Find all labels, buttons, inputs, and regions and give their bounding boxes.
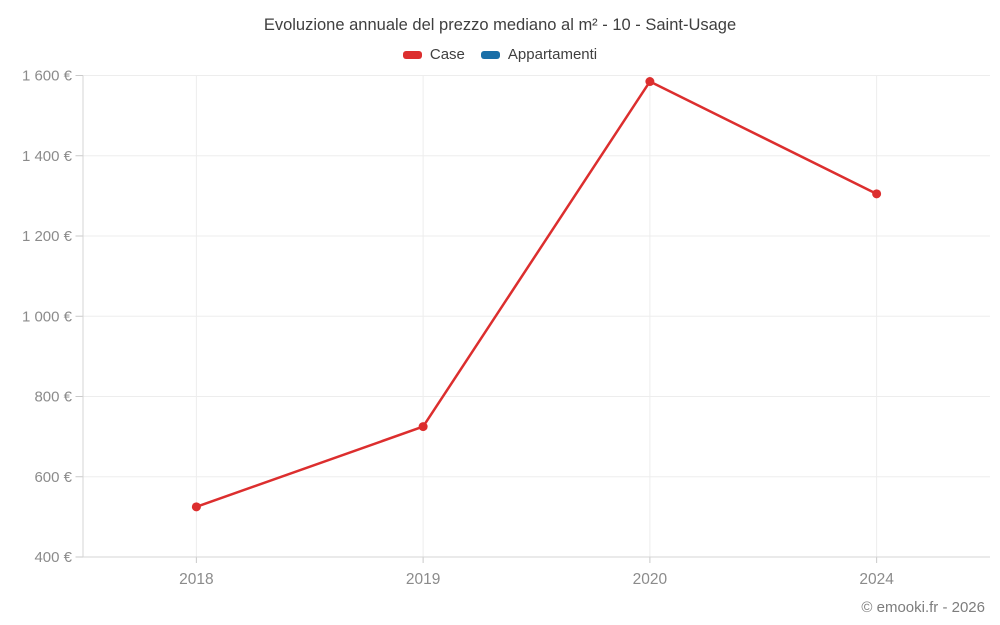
y-axis-label: 400 € [34,549,72,566]
y-axis-label: 800 € [34,389,72,406]
legend-item-case[interactable]: Case [402,46,465,63]
chart-title: Evoluzione annuale del prezzo mediano al… [263,16,737,34]
copyright-watermark: © emooki.fr - 2026 [861,599,985,616]
case-data-point-2020[interactable] [645,77,655,87]
case-data-point-2018[interactable] [191,502,201,512]
y-axis-label: 1 000 € [22,308,73,325]
legend-label-case: Case [429,46,465,63]
appartamenti-series-swatch-icon [480,50,500,59]
x-axis-label: 2024 [859,571,894,588]
case-data-point-2019[interactable] [418,422,428,432]
y-axis-label: 1 400 € [22,148,73,165]
chart-legend: Case Appartamenti [0,46,1000,63]
y-axis-label: 600 € [34,469,72,486]
case-series-line [195,80,878,509]
y-axis-label: 1 200 € [22,228,73,245]
x-axis-label: 2018 [179,571,213,588]
case-series-swatch-icon [402,50,422,59]
legend-label-appartamenti: Appartamenti [507,46,598,63]
legend-item-appartamenti[interactable]: Appartamenti [480,46,598,63]
x-axis-label: 2019 [406,571,440,588]
x-axis-label: 2020 [633,571,668,588]
case-data-point-2024[interactable] [872,189,882,199]
y-axis-label: 1 600 € [22,68,73,85]
